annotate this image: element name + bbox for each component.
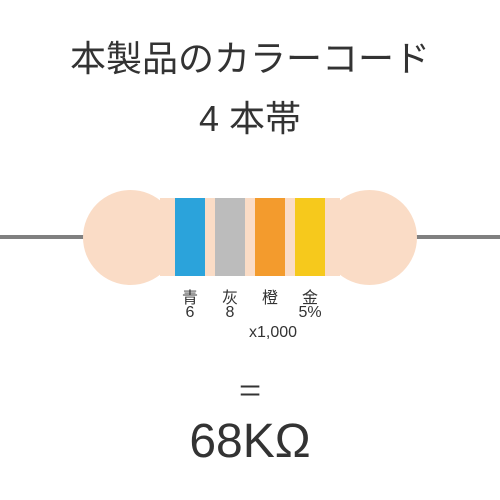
resistor-diagram: 青 灰 橙 金 6 8 5% x1,000 bbox=[0, 182, 500, 332]
equals-sign: = bbox=[239, 367, 262, 414]
lead-left bbox=[0, 235, 95, 239]
band-3-value: x1,000 bbox=[243, 324, 303, 342]
band-1-value: 6 bbox=[170, 304, 210, 322]
band-3-label: 橙 bbox=[250, 284, 290, 308]
lead-right bbox=[405, 235, 500, 239]
band-3 bbox=[255, 198, 285, 276]
bulb-right bbox=[322, 190, 417, 285]
band-4-value: 5% bbox=[290, 304, 330, 322]
result-value: 68KΩ bbox=[189, 414, 310, 469]
band-2 bbox=[215, 198, 245, 276]
band-1 bbox=[175, 198, 205, 276]
band-2-value: 8 bbox=[210, 304, 250, 322]
title-line-2: 4 本帯 bbox=[199, 90, 301, 142]
band-4 bbox=[295, 198, 325, 276]
title-line-1: 本製品のカラーコード bbox=[70, 30, 430, 82]
